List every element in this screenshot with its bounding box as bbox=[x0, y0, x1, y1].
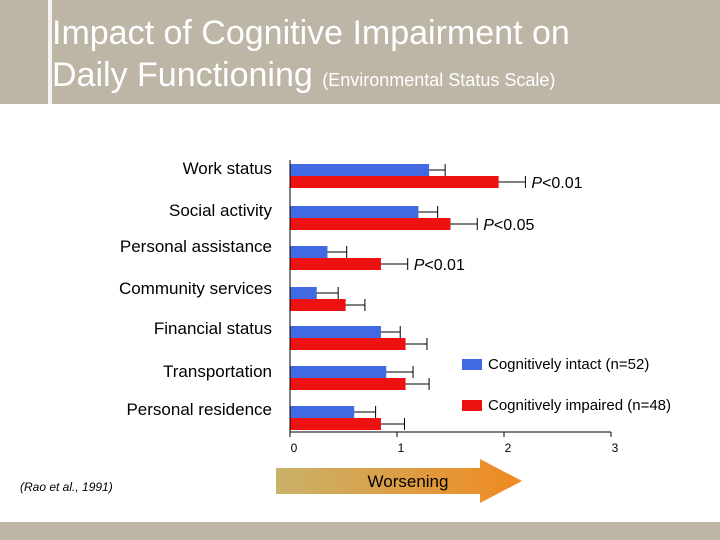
x-tick-label: 3 bbox=[612, 441, 619, 455]
x-tick-label: 1 bbox=[398, 441, 405, 455]
bar-impaired bbox=[290, 258, 381, 270]
bars bbox=[290, 164, 526, 430]
worsening-arrow: Worsening bbox=[276, 459, 522, 503]
title-banner: Impact of Cognitive Impairment on Daily … bbox=[0, 0, 720, 104]
p-symbol: P bbox=[414, 257, 425, 274]
legend-swatch bbox=[462, 359, 482, 370]
title-main-text: Daily Functioning bbox=[52, 56, 313, 94]
title-line-1: Impact of Cognitive Impairment on bbox=[52, 14, 570, 52]
bar-impaired bbox=[290, 299, 346, 311]
bar-impaired bbox=[290, 418, 381, 430]
p-value-labels: P<0.01P<0.05P<0.01 bbox=[414, 175, 583, 274]
legend-label: Cognitively impaired (n=48) bbox=[488, 397, 671, 414]
bar-intact bbox=[290, 287, 317, 299]
category-label: Social activity bbox=[169, 201, 272, 220]
category-label: Work status bbox=[183, 159, 272, 178]
citation: (Rao et al., 1991) bbox=[20, 480, 113, 494]
x-axis: 0 1 2 3 bbox=[289, 160, 619, 455]
category-label: Transportation bbox=[163, 362, 272, 381]
p-symbol: P bbox=[531, 175, 542, 192]
bar-impaired bbox=[290, 338, 406, 350]
category-label: Personal residence bbox=[126, 400, 272, 419]
header-accent-line bbox=[48, 0, 52, 104]
p-value-label: P<0.05 bbox=[483, 217, 534, 234]
legend-swatch bbox=[462, 400, 482, 411]
x-tick-label: 2 bbox=[505, 441, 512, 455]
legend-label: Cognitively intact (n=52) bbox=[488, 356, 649, 373]
p-symbol: P bbox=[483, 217, 494, 234]
p-value: <0.01 bbox=[424, 257, 465, 274]
bar-intact bbox=[290, 406, 355, 418]
bar-intact bbox=[290, 164, 430, 176]
category-labels: Work status Social activity Personal assis… bbox=[119, 159, 273, 419]
arrow-shape bbox=[276, 459, 522, 503]
x-tick-label: 0 bbox=[291, 441, 298, 455]
p-value-label: P<0.01 bbox=[414, 257, 465, 274]
arrow-label: Worsening bbox=[368, 472, 449, 491]
bar-intact bbox=[290, 246, 328, 258]
bar-impaired bbox=[290, 176, 499, 188]
bar-impaired bbox=[290, 218, 451, 230]
legend: Cognitively intact (n=52) Cognitively imp… bbox=[462, 356, 671, 414]
category-label: Community services bbox=[119, 279, 272, 298]
p-value-label: P<0.01 bbox=[531, 175, 582, 192]
p-value: <0.05 bbox=[494, 217, 535, 234]
bar-intact bbox=[290, 326, 381, 338]
bar-impaired bbox=[290, 378, 406, 390]
bar-intact bbox=[290, 366, 387, 378]
slide-title: Impact of Cognitive Impairment on Daily … bbox=[52, 12, 570, 101]
p-value: <0.01 bbox=[542, 175, 583, 192]
bar-intact bbox=[290, 206, 419, 218]
category-label: Personal assistance bbox=[120, 237, 272, 256]
title-subtitle: (Environmental Status Scale) bbox=[322, 70, 556, 90]
category-label: Financial status bbox=[154, 319, 272, 338]
footer-band bbox=[0, 522, 720, 540]
title-line-2: Daily Functioning (Environmental Status … bbox=[52, 54, 570, 101]
